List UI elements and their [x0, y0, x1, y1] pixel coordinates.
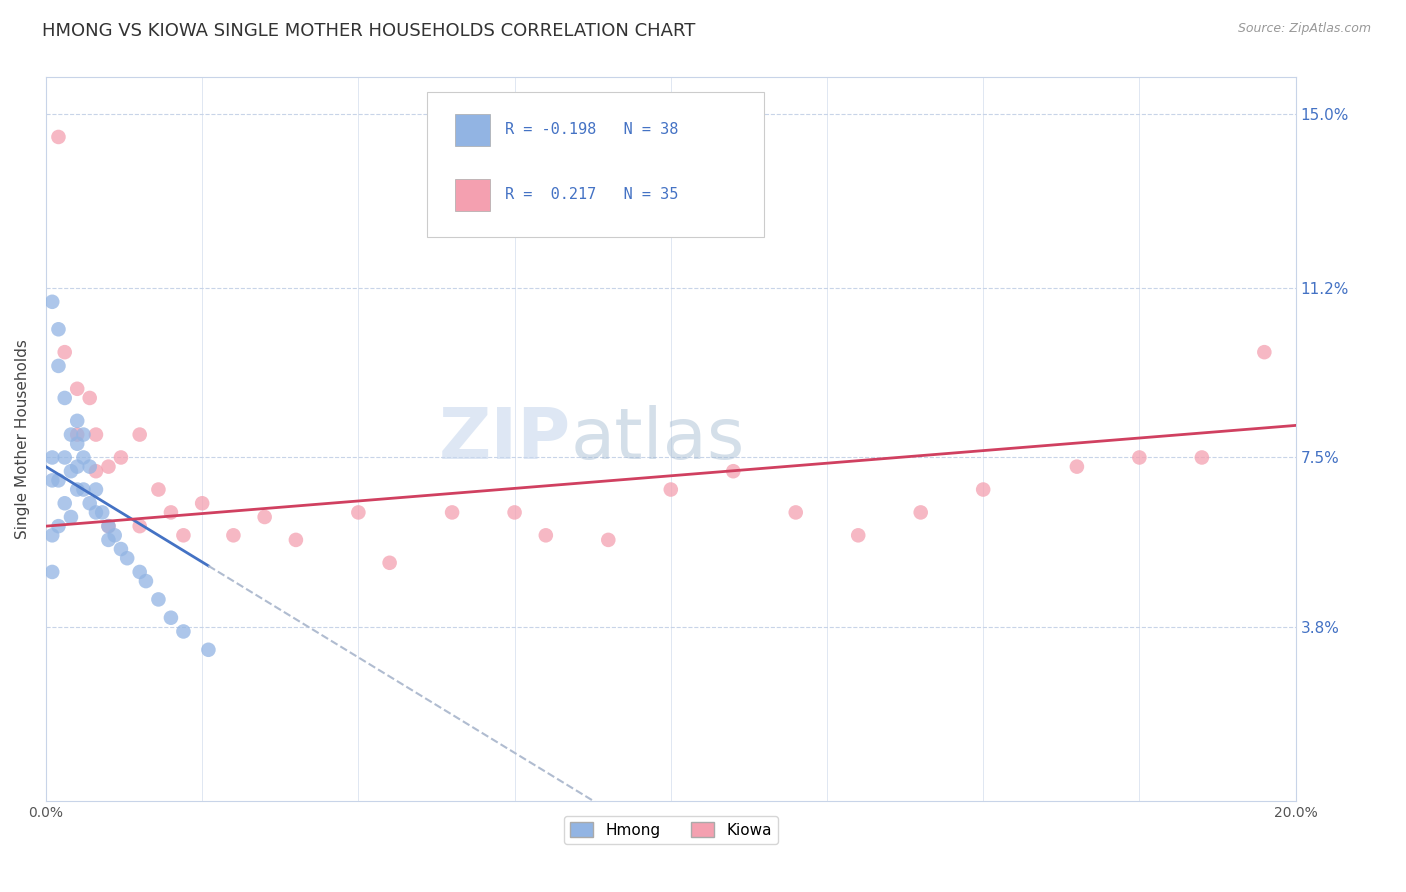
Point	[104, 528, 127, 542]
Point	[1128, 450, 1150, 465]
Point	[41, 528, 63, 542]
Point	[53, 496, 76, 510]
Point	[1066, 459, 1088, 474]
Point	[41, 474, 63, 488]
Point	[910, 505, 932, 519]
Point	[128, 427, 150, 442]
Point	[72, 450, 94, 465]
FancyBboxPatch shape	[427, 92, 765, 236]
Point	[110, 450, 132, 465]
Point	[59, 427, 82, 442]
Point	[347, 505, 370, 519]
Point	[148, 592, 170, 607]
Text: R =  0.217   N = 35: R = 0.217 N = 35	[505, 187, 678, 202]
Point	[1253, 345, 1275, 359]
Point	[441, 505, 464, 519]
Point	[48, 359, 70, 373]
Point	[97, 459, 120, 474]
Point	[172, 624, 194, 639]
Point	[41, 294, 63, 309]
Point	[53, 345, 76, 359]
Point	[723, 464, 745, 478]
Point	[84, 427, 107, 442]
Point	[135, 574, 157, 588]
Point	[48, 322, 70, 336]
Point	[66, 459, 89, 474]
Text: ZIP: ZIP	[439, 405, 571, 474]
Point	[115, 551, 138, 566]
Point	[66, 427, 89, 442]
Point	[148, 483, 170, 497]
Point	[160, 505, 183, 519]
Point	[97, 533, 120, 547]
Legend: Hmong, Kiowa: Hmong, Kiowa	[564, 815, 778, 844]
Text: R = -0.198   N = 38: R = -0.198 N = 38	[505, 122, 678, 137]
Point	[659, 483, 682, 497]
Point	[378, 556, 401, 570]
Point	[72, 483, 94, 497]
Point	[128, 519, 150, 533]
Point	[66, 414, 89, 428]
Point	[72, 427, 94, 442]
Point	[53, 391, 76, 405]
Point	[534, 528, 557, 542]
FancyBboxPatch shape	[454, 113, 489, 146]
Point	[48, 519, 70, 533]
Point	[598, 533, 620, 547]
Text: Source: ZipAtlas.com: Source: ZipAtlas.com	[1237, 22, 1371, 36]
Point	[48, 130, 70, 145]
Point	[66, 483, 89, 497]
Point	[97, 519, 120, 533]
Point	[59, 510, 82, 524]
Point	[84, 505, 107, 519]
Point	[191, 496, 214, 510]
Point	[79, 496, 101, 510]
Point	[97, 519, 120, 533]
Point	[84, 483, 107, 497]
Point	[41, 565, 63, 579]
Point	[284, 533, 307, 547]
Point	[79, 391, 101, 405]
Y-axis label: Single Mother Households: Single Mother Households	[15, 339, 30, 539]
Point	[66, 436, 89, 450]
Point	[785, 505, 807, 519]
Point	[53, 450, 76, 465]
Point	[197, 642, 219, 657]
Point	[222, 528, 245, 542]
Point	[48, 474, 70, 488]
Point	[172, 528, 194, 542]
Point	[128, 565, 150, 579]
Point	[79, 459, 101, 474]
Point	[84, 464, 107, 478]
Point	[1191, 450, 1213, 465]
Point	[972, 483, 994, 497]
Point	[160, 611, 183, 625]
Text: atlas: atlas	[571, 405, 745, 474]
Text: HMONG VS KIOWA SINGLE MOTHER HOUSEHOLDS CORRELATION CHART: HMONG VS KIOWA SINGLE MOTHER HOUSEHOLDS …	[42, 22, 696, 40]
Point	[59, 464, 82, 478]
Point	[110, 542, 132, 557]
Point	[253, 510, 276, 524]
Point	[503, 505, 526, 519]
Point	[846, 528, 869, 542]
Point	[41, 450, 63, 465]
Point	[91, 505, 114, 519]
Point	[66, 382, 89, 396]
FancyBboxPatch shape	[454, 178, 489, 211]
